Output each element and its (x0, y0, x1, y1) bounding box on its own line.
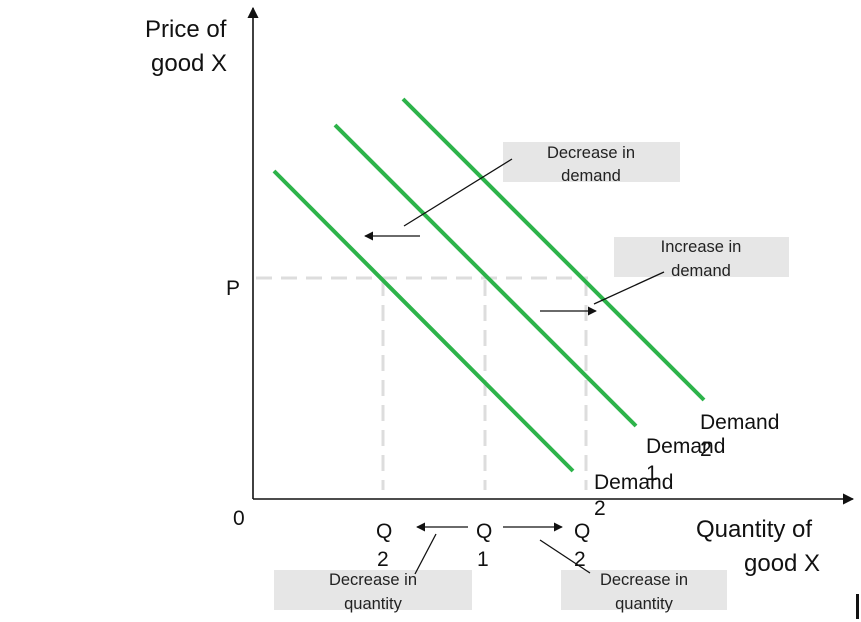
x-axis-label-line2: good X (744, 550, 820, 577)
q-mid-label: Q (476, 520, 492, 543)
decrease-quantity-left-text-2: quantity (344, 595, 403, 613)
curve-label-left-line1: Demand (594, 471, 673, 494)
x-axis-label-line1: Quantity of (696, 516, 812, 543)
demand-curve-middle (333, 123, 638, 428)
price-label: P (226, 277, 240, 300)
decrease-quantity-right-text-1: Decrease in (600, 571, 688, 589)
q-right-sub: 2 (574, 548, 586, 571)
decrease-demand-text-2: demand (561, 167, 621, 185)
decrease-quantity-right-box (561, 570, 727, 610)
q-left-label: Q (376, 520, 392, 543)
y-axis-label-line1: Price of (145, 16, 227, 43)
origin-label: 0 (233, 507, 245, 530)
curve-label-left-line2: 2 (594, 497, 606, 520)
decrease-demand-text-1: Decrease in (547, 144, 635, 162)
leader-decrease-qty-left (414, 533, 437, 575)
decrease-quantity-left-box (274, 570, 472, 610)
q-left-sub: 2 (377, 548, 389, 571)
demand-curve-left (272, 169, 575, 473)
leader-decrease-demand (403, 158, 513, 227)
increase-demand-text-2: demand (671, 262, 731, 280)
curve-label-middle-line2: 1 (646, 462, 658, 485)
decrease-quantity-right-text-2: quantity (615, 595, 674, 613)
increase-demand-box (614, 237, 789, 277)
q-mid-sub: 1 (477, 548, 489, 571)
guide-lines (256, 276, 588, 490)
demand-curve-right (401, 97, 706, 402)
y-axis-label-line2: good X (151, 50, 227, 77)
increase-demand-text-1: Increase in (661, 238, 742, 256)
curve-label-right-line1: Demand (700, 411, 779, 434)
leader-increase-demand (593, 271, 665, 305)
curve-label-right-line2: 2 (700, 438, 712, 461)
text-cursor (856, 594, 859, 619)
decrease-quantity-left-text-1: Decrease in (329, 571, 417, 589)
leader-decrease-qty-right (539, 539, 591, 574)
decrease-demand-box (503, 142, 680, 182)
q-right-label: Q (574, 520, 590, 543)
curve-label-middle-line1: Demand (646, 435, 725, 458)
